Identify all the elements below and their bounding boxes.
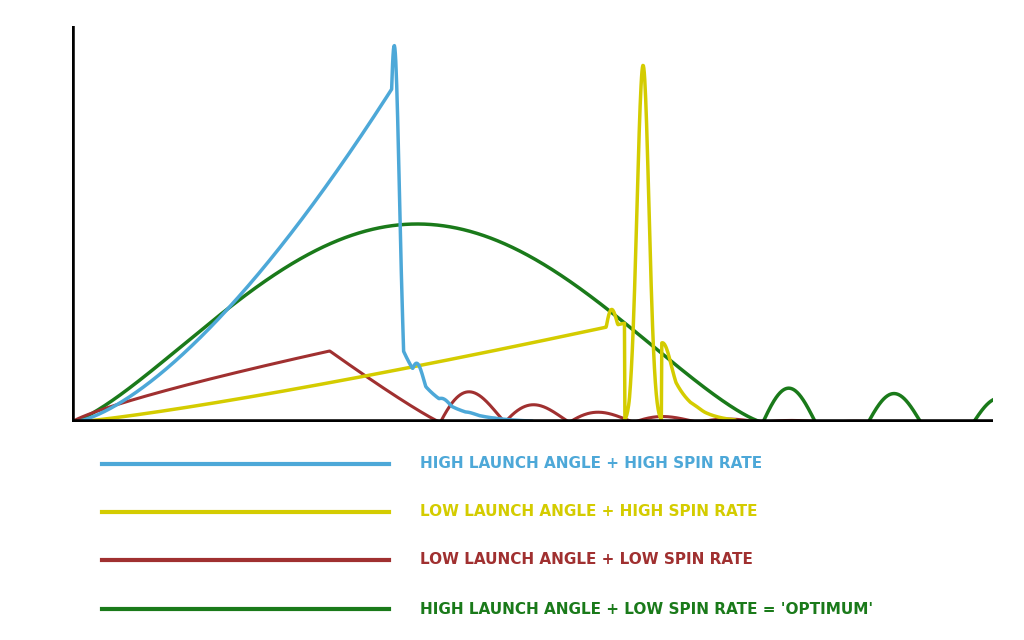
Text: HIGH LAUNCH ANGLE + LOW SPIN RATE = 'OPTIMUM': HIGH LAUNCH ANGLE + LOW SPIN RATE = 'OPT… <box>420 602 873 617</box>
Text: LOW LAUNCH ANGLE + LOW SPIN RATE: LOW LAUNCH ANGLE + LOW SPIN RATE <box>420 552 753 568</box>
Text: HIGH LAUNCH ANGLE + HIGH SPIN RATE: HIGH LAUNCH ANGLE + HIGH SPIN RATE <box>420 456 762 472</box>
Text: LOW LAUNCH ANGLE + HIGH SPIN RATE: LOW LAUNCH ANGLE + HIGH SPIN RATE <box>420 504 758 520</box>
